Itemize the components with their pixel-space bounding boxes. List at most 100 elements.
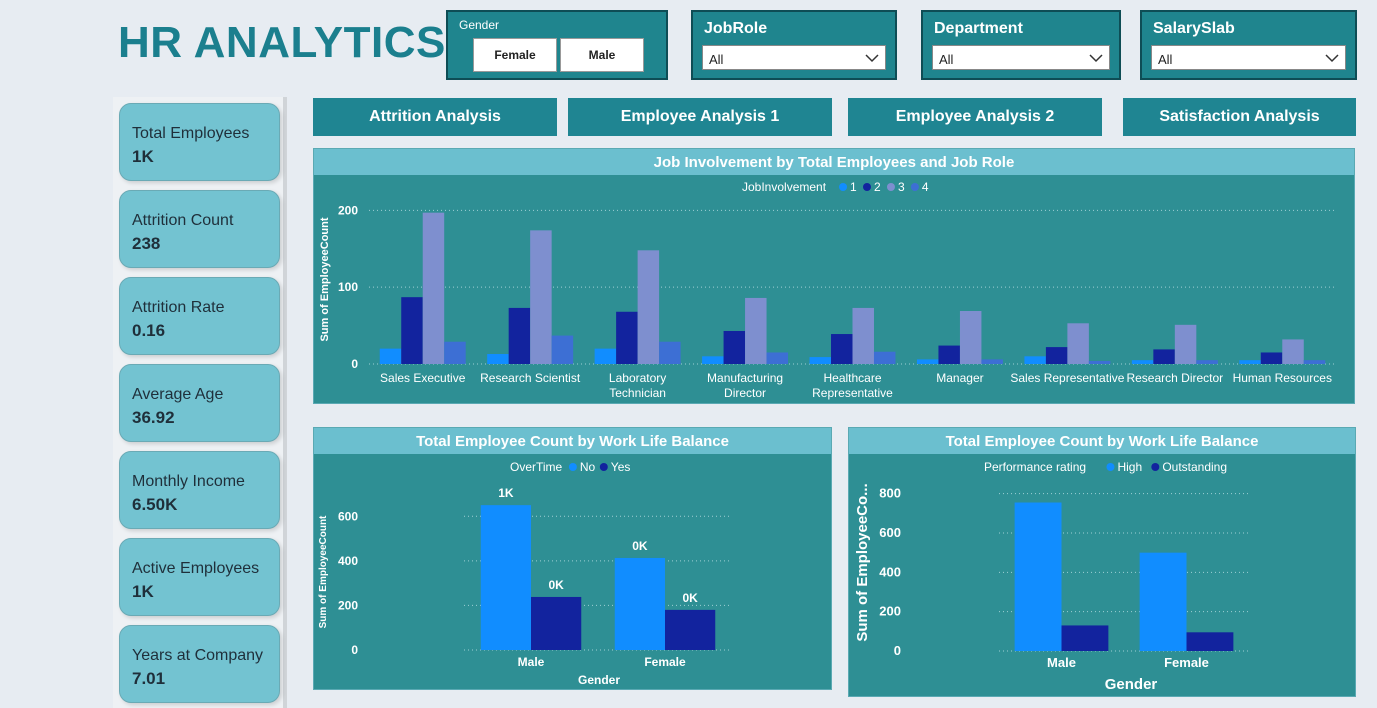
bar — [959, 310, 982, 364]
x-axis-title: Gender — [1105, 676, 1158, 693]
x-tick-label: Sales Executive — [380, 371, 466, 385]
nav-employee-analysis-1-button[interactable]: Employee Analysis 1 — [568, 98, 832, 136]
kpi-label: Years at Company — [132, 647, 264, 664]
kpi-card-attrition-count: Attrition Count 238 — [119, 190, 280, 268]
salaryslab-dropdown[interactable]: All — [1151, 45, 1346, 70]
bar — [1061, 625, 1109, 651]
bar — [637, 250, 660, 364]
bar — [873, 351, 896, 364]
bar — [1282, 339, 1304, 364]
x-axis-title: Gender — [578, 673, 620, 687]
x-tick-label: Director — [724, 386, 766, 400]
data-label: 0K — [682, 591, 698, 605]
nav-employee-analysis-2-button[interactable]: Employee Analysis 2 — [848, 98, 1102, 136]
kpi-value: 7.01 — [132, 669, 166, 688]
kpi-value: 1K — [132, 147, 154, 166]
y-axis-title: Sum of EmployeeCo... — [854, 483, 871, 641]
bar — [1186, 632, 1234, 651]
gender-male-button[interactable]: Male — [560, 38, 644, 72]
bar — [444, 341, 466, 364]
bar — [809, 357, 832, 364]
job-involvement-chart: 0 100 200 Sum of EmployeeCount JobInvolvemen… — [319, 180, 1336, 400]
kpi-card-attrition-rate: Attrition Rate 0.16 — [119, 277, 280, 355]
legend-swatch — [886, 183, 895, 191]
kpi-value: 238 — [132, 234, 161, 253]
bar — [1303, 360, 1326, 364]
y-tick-label: 800 — [879, 486, 901, 501]
x-tick-label: Representative — [812, 386, 893, 400]
x-tick-label: Human Resources — [1233, 371, 1332, 385]
chevron-down-icon — [1089, 54, 1103, 63]
x-tick-label: Manager — [936, 371, 983, 385]
chart-title: Job Involvement by Total Employees and J… — [314, 149, 1354, 175]
bar — [487, 354, 509, 364]
page-title: HR ANALYTICS — [118, 18, 446, 67]
kpi-card-monthly-income: Monthly Income 6.50K — [119, 451, 280, 529]
y-axis-title: Sum of EmployeeCount — [318, 515, 329, 628]
bar — [702, 356, 724, 364]
salaryslab-dropdown-value: All — [1158, 52, 1173, 67]
kpi-card-active-employees: Active Employees 1K — [119, 538, 280, 616]
job-involvement-chart-panel: Job Involvement by Total Employees and J… — [313, 148, 1355, 404]
y-tick-label: 400 — [338, 554, 358, 568]
legend-label: Yes — [611, 460, 631, 474]
performance-chart-panel: Total Employee Count by Work Life Balanc… — [848, 427, 1356, 697]
y-tick-label: 0 — [351, 357, 358, 371]
bar — [480, 505, 531, 650]
nav-attrition-analysis-button[interactable]: Attrition Analysis — [313, 98, 557, 136]
data-label: 1K — [498, 486, 514, 500]
legend-label: 2 — [874, 180, 881, 194]
bar — [665, 609, 716, 650]
kpi-label: Attrition Count — [132, 212, 234, 229]
nav-satisfaction-analysis-button[interactable]: Satisfaction Analysis — [1123, 98, 1356, 136]
jobrole-dropdown[interactable]: All — [702, 45, 886, 70]
kpi-value: 36.92 — [132, 408, 175, 427]
overtime-chart: 0 200 400 600 Sum of EmployeeCount OverTime No… — [318, 460, 732, 687]
bar — [916, 359, 939, 364]
bar — [1024, 356, 1046, 364]
y-tick-label: 200 — [338, 203, 358, 217]
data-label: 0K — [548, 578, 564, 592]
kpi-value: 1K — [132, 582, 154, 601]
bar — [616, 311, 638, 364]
bar — [614, 557, 665, 650]
y-tick-label: 400 — [879, 564, 901, 579]
y-tick-label: 600 — [338, 509, 358, 523]
x-tick-label: Female — [644, 655, 686, 669]
x-tick-label: Research Scientist — [480, 371, 581, 385]
y-tick-label: 0 — [351, 643, 358, 657]
department-dropdown-value: All — [939, 52, 954, 67]
bar — [379, 348, 402, 364]
legend-title: OverTime — [510, 460, 563, 474]
bar — [659, 341, 681, 364]
legend-label: 3 — [898, 180, 905, 194]
legend-swatch — [568, 463, 577, 471]
bar — [1174, 324, 1197, 364]
salaryslab-slicer-label: SalarySlab — [1153, 20, 1235, 37]
y-tick-label: 100 — [338, 280, 358, 294]
bar — [531, 596, 582, 650]
y-tick-label: 0 — [894, 643, 901, 658]
jobrole-slicer: JobRole All — [691, 10, 897, 80]
x-tick-label: Healthcare — [823, 371, 881, 385]
bar — [766, 352, 789, 364]
kpi-value: 6.50K — [132, 495, 178, 514]
kpi-label: Attrition Rate — [132, 299, 225, 316]
data-label: 0K — [632, 539, 648, 553]
bar — [1131, 360, 1154, 364]
overtime-chart-panel: Total Employee Count by Work Life Balanc… — [313, 427, 832, 690]
bar — [831, 334, 853, 364]
bar — [1196, 360, 1218, 364]
salaryslab-slicer: SalarySlab All — [1140, 10, 1357, 80]
bar — [1153, 349, 1175, 364]
x-tick-label: Male — [1047, 655, 1076, 670]
y-axis-title: Sum of EmployeeCount — [319, 217, 331, 341]
y-tick-label: 200 — [338, 598, 358, 612]
chevron-down-icon — [1325, 54, 1339, 63]
bar — [594, 348, 617, 364]
chart-title: Total Employee Count by Work Life Balanc… — [849, 428, 1355, 454]
bar — [551, 335, 574, 364]
kpi-panel: Total Employees 1K Attrition Count 238 A… — [113, 97, 287, 708]
gender-female-button[interactable]: Female — [473, 38, 557, 72]
department-dropdown[interactable]: All — [932, 45, 1110, 70]
